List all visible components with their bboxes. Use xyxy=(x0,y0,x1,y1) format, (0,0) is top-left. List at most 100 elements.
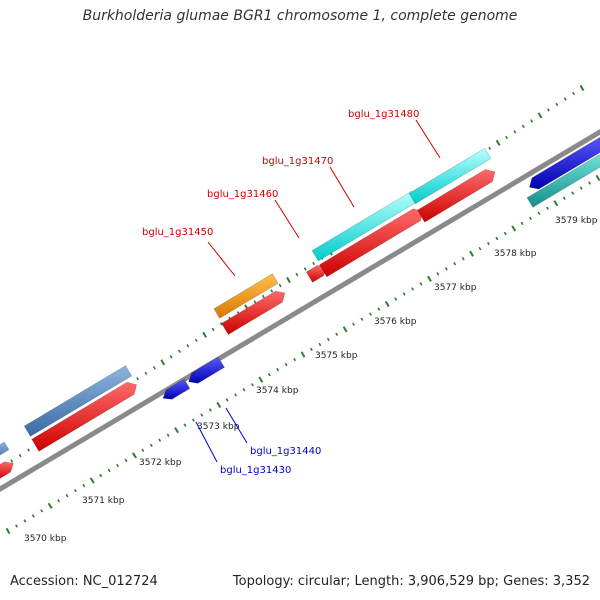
major-tick xyxy=(495,139,501,146)
minor-tick xyxy=(419,282,423,286)
minor-tick xyxy=(65,493,69,498)
minor-tick xyxy=(563,97,567,101)
major-tick xyxy=(258,376,264,383)
minor-tick xyxy=(513,130,517,134)
minor-tick xyxy=(394,297,398,301)
minor-tick xyxy=(23,519,27,523)
gene-feature-steelblue xyxy=(23,365,133,437)
major-tick xyxy=(511,225,517,232)
gene-features xyxy=(0,136,600,479)
minor-tick xyxy=(547,108,550,112)
minor-tick xyxy=(141,448,145,452)
gene-label: bglu_1g31440 xyxy=(250,446,321,457)
major-tick xyxy=(174,427,179,434)
major-tick xyxy=(202,331,208,338)
minor-tick xyxy=(242,388,246,392)
accession-text: Accession: NC_012724 xyxy=(10,574,158,589)
minor-tick xyxy=(261,294,265,299)
major-tick xyxy=(132,452,137,459)
minor-tick xyxy=(276,367,280,372)
major-tick xyxy=(89,477,95,484)
minor-tick xyxy=(200,413,204,417)
minor-tick xyxy=(74,488,77,493)
cds-feature-reverse xyxy=(162,378,191,400)
kbp-labels: 3570 kbp 3571 kbp 3572 kbp 3573 kbp 3574 kbp… xyxy=(24,216,598,544)
map-title: Burkholderia glumae BGR1 chromosome 1, c… xyxy=(82,8,518,24)
major-tick xyxy=(5,527,11,535)
kbp-label: 3577 kbp xyxy=(434,283,477,293)
kbp-label: 3576 kbp xyxy=(374,317,417,327)
gene-label-leader-line xyxy=(415,119,441,159)
minor-tick xyxy=(318,342,322,347)
gene-label-leader-line xyxy=(207,241,236,277)
minor-tick xyxy=(219,322,223,326)
cds-feature-forward xyxy=(0,461,14,479)
minor-tick xyxy=(15,524,18,528)
major-tick xyxy=(469,250,474,257)
minor-tick xyxy=(208,408,212,412)
minor-tick xyxy=(136,377,139,381)
minor-tick xyxy=(579,186,583,190)
lower-tick-ring xyxy=(5,174,600,535)
minor-tick xyxy=(158,438,162,442)
minor-tick xyxy=(144,371,148,375)
minor-tick xyxy=(211,327,215,332)
major-tick xyxy=(300,351,306,358)
cds-feature-forward xyxy=(221,290,286,335)
kbp-label: 3571 kbp xyxy=(82,496,125,506)
minor-tick xyxy=(352,322,355,326)
minor-tick xyxy=(57,499,60,503)
gene-labels: bglu_1g31430 bglu_1g31440 bglu_1g31450 bglu… xyxy=(142,109,441,476)
gene-label: bglu_1g31470 xyxy=(262,156,333,167)
minor-tick xyxy=(27,448,30,452)
kbp-label: 3570 kbp xyxy=(24,534,67,544)
minor-tick xyxy=(124,458,128,463)
minor-tick xyxy=(360,317,364,321)
minor-tick xyxy=(411,287,414,291)
minor-tick xyxy=(293,357,296,362)
major-tick xyxy=(595,174,600,182)
gene-feature-darkcyan xyxy=(526,154,600,208)
minor-tick xyxy=(555,102,559,107)
minor-tick xyxy=(453,261,457,266)
major-tick xyxy=(342,326,348,333)
minor-tick xyxy=(520,221,524,226)
gene-label-leader-line xyxy=(329,166,355,208)
chromosome-backbone xyxy=(0,129,600,492)
minor-tick xyxy=(284,362,288,367)
major-tick xyxy=(537,112,543,119)
minor-tick xyxy=(267,372,271,377)
gene-label: bglu_1g31460 xyxy=(207,189,278,200)
gene-label: bglu_1g31480 xyxy=(348,109,419,120)
minor-tick xyxy=(278,283,282,288)
minor-tick xyxy=(478,246,482,251)
minor-tick xyxy=(99,473,103,478)
major-tick xyxy=(286,276,291,284)
minor-tick xyxy=(149,443,153,448)
minor-tick xyxy=(369,312,372,316)
minor-tick xyxy=(529,216,532,221)
minor-tick xyxy=(169,355,173,359)
minor-tick xyxy=(10,459,14,463)
minor-tick xyxy=(377,307,381,311)
minor-tick xyxy=(505,135,508,140)
minor-tick xyxy=(436,272,440,276)
minor-tick xyxy=(487,241,490,246)
minor-tick xyxy=(192,418,195,422)
minor-tick xyxy=(521,124,525,129)
gene-label-leader-line xyxy=(225,407,248,444)
minor-tick xyxy=(562,196,566,200)
kbp-label: 3574 kbp xyxy=(256,386,299,396)
kbp-label: 3573 kbp xyxy=(197,422,240,432)
minor-tick xyxy=(194,338,198,343)
minor-tick xyxy=(107,468,111,473)
minor-tick xyxy=(253,300,257,304)
minor-tick xyxy=(251,383,254,387)
minor-tick xyxy=(503,231,507,236)
major-tick xyxy=(427,275,432,282)
minor-tick xyxy=(546,206,549,210)
minor-tick xyxy=(402,292,406,296)
major-tick xyxy=(553,200,559,207)
gene-feature-steelblue xyxy=(0,441,10,456)
minor-tick xyxy=(234,393,237,397)
